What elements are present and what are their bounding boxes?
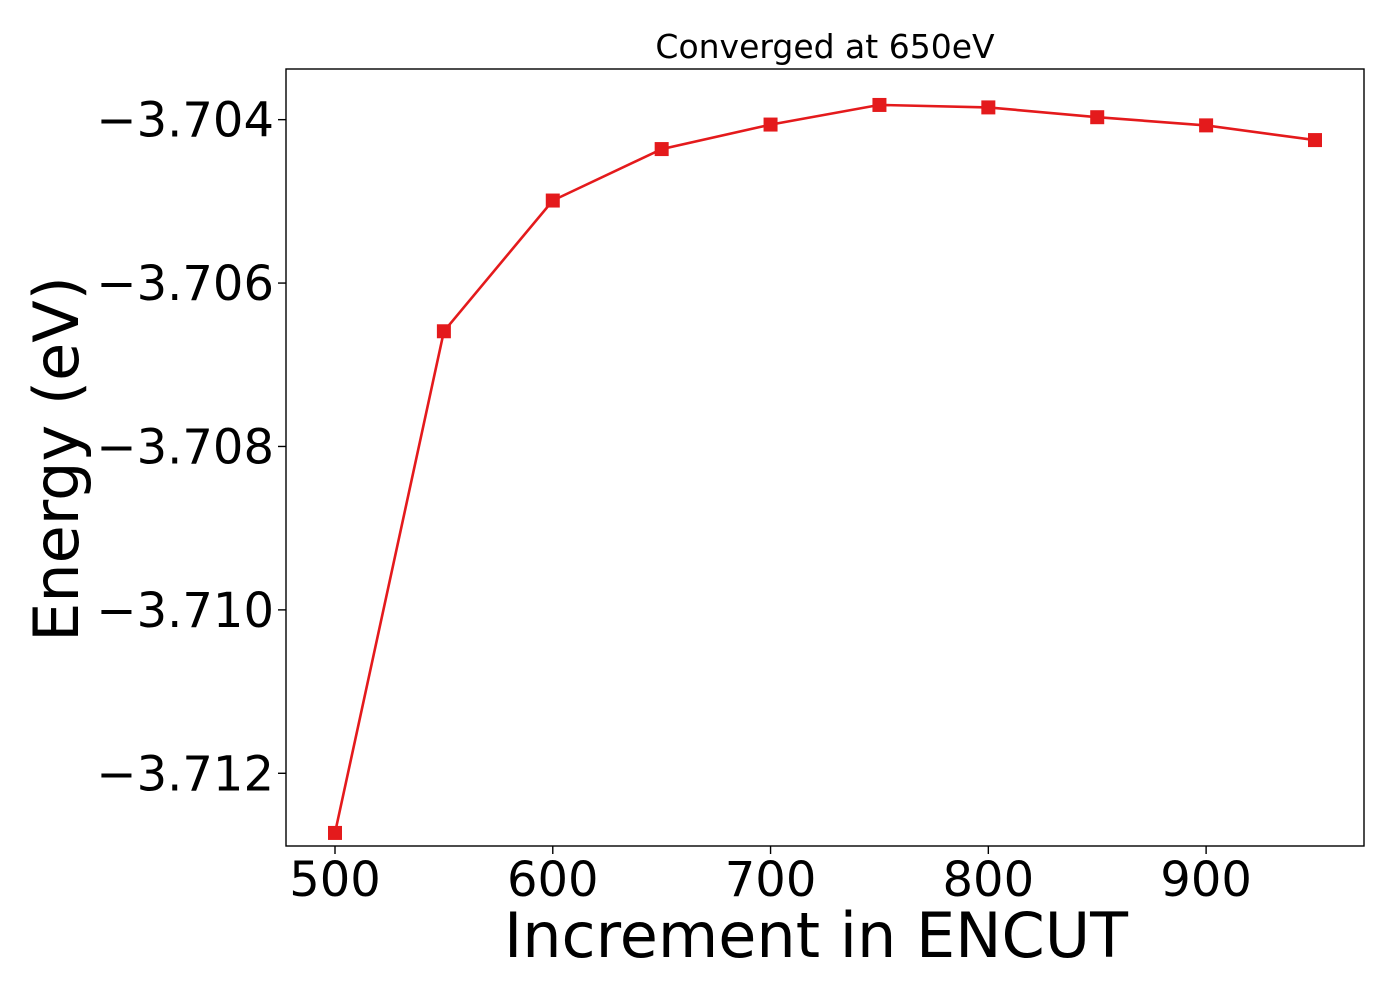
x-tick-label: 600: [507, 852, 599, 908]
data-point-marker: [545, 193, 560, 208]
energy-series-markers: [328, 97, 1322, 840]
y-tick-label: −3.704: [96, 93, 274, 149]
y-tick-label: −3.710: [96, 583, 274, 639]
data-point-marker: [1090, 110, 1105, 125]
y-tick-label: −3.712: [96, 746, 274, 802]
y-tick-label: −3.708: [96, 419, 274, 475]
y-tick-label: −3.706: [96, 256, 274, 312]
y-axis-label: Energy (eV): [20, 276, 93, 642]
data-point-marker: [654, 142, 669, 157]
chart-title: Converged at 650eV: [655, 27, 995, 66]
data-point-marker: [763, 117, 778, 132]
y-axis-ticks: −3.704 −3.706 −3.708 −3.710 −3.712: [96, 93, 286, 802]
x-tick-label: 800: [943, 852, 1035, 908]
x-tick-label: 500: [289, 852, 381, 908]
data-point-marker: [1199, 118, 1214, 133]
x-tick-label: 700: [725, 852, 817, 908]
data-point-marker: [436, 324, 451, 339]
data-point-marker: [981, 100, 996, 115]
data-point-marker: [872, 97, 887, 112]
energy-series-line: [333, 103, 1316, 834]
x-tick-label: 900: [1160, 852, 1252, 908]
data-point-marker: [328, 825, 342, 840]
x-axis-label: Increment in ENCUT: [504, 899, 1129, 972]
data-point-marker: [1308, 133, 1322, 148]
x-axis-ticks: 500 600 700 800 900: [289, 846, 1252, 908]
plot-area-frame: [285, 68, 1365, 847]
